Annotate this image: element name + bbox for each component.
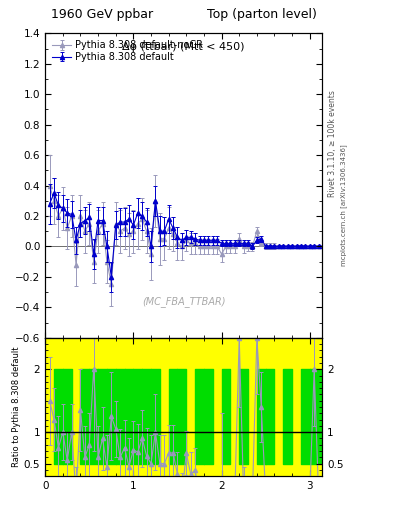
Text: Rivet 3.1.10, ≥ 100k events: Rivet 3.1.10, ≥ 100k events [328, 90, 337, 197]
Text: mcplots.cern.ch [arXiv:1306.3436]: mcplots.cern.ch [arXiv:1306.3436] [340, 144, 347, 266]
Text: 1960 GeV ppbar: 1960 GeV ppbar [51, 8, 153, 21]
Text: Δφ (t̅tbar) (Mtt < 450): Δφ (t̅tbar) (Mtt < 450) [123, 42, 245, 52]
Legend: Pythia 8.308 default-noCR, Pythia 8.308 default: Pythia 8.308 default-noCR, Pythia 8.308 … [50, 38, 205, 64]
Text: Top (parton level): Top (parton level) [207, 8, 317, 21]
Y-axis label: Ratio to Pythia 8.308 default: Ratio to Pythia 8.308 default [12, 347, 21, 467]
Text: (MC_FBA_TTBAR): (MC_FBA_TTBAR) [142, 296, 226, 307]
